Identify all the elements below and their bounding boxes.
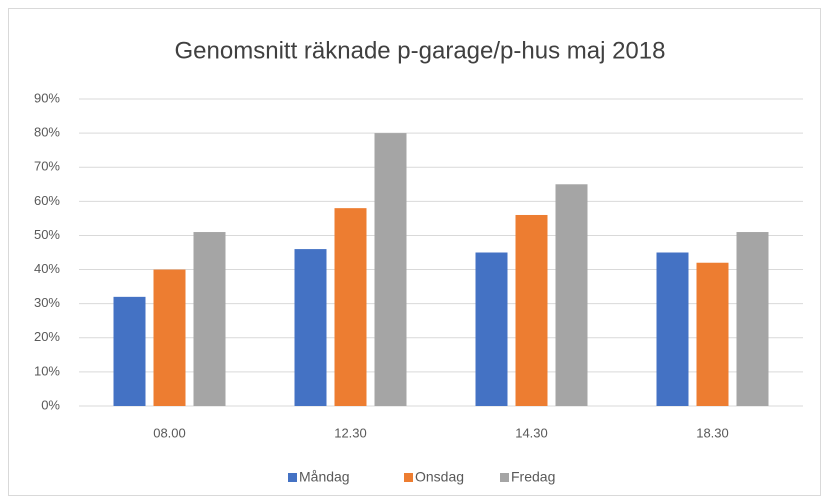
bar [113,296,146,406]
y-tick-label: 0% [41,397,60,412]
legend-label: Måndag [299,469,350,485]
bar [555,184,588,406]
y-tick-label: 60% [34,193,60,208]
bar [153,269,186,406]
legend-swatch [500,473,509,482]
legend-label: Fredag [511,469,555,485]
bar [374,133,407,406]
chart-title: Genomsnitt räknade p-garage/p-hus maj 20… [175,37,666,64]
legend-label: Onsdag [415,469,464,485]
bar [696,262,729,406]
y-tick-label: 80% [34,125,60,140]
y-tick-label: 40% [34,261,60,276]
chart-border [8,8,821,496]
bar [294,249,327,406]
x-tick-label: 18.30 [696,425,729,440]
y-tick-label: 90% [34,90,60,105]
y-tick-label: 20% [34,329,60,344]
legend-swatch [404,473,413,482]
y-tick-label: 50% [34,227,60,242]
bar [515,214,548,406]
y-tick-label: 70% [34,159,60,174]
y-tick-label: 30% [34,295,60,310]
bar [656,252,689,406]
bar [736,232,769,406]
bar [193,232,226,406]
bar [334,208,367,406]
bar [475,252,508,406]
x-tick-label: 14.30 [515,425,548,440]
y-tick-label: 10% [34,363,60,378]
x-tick-label: 08.00 [153,425,186,440]
legend-swatch [288,473,297,482]
x-tick-label: 12.30 [334,425,367,440]
